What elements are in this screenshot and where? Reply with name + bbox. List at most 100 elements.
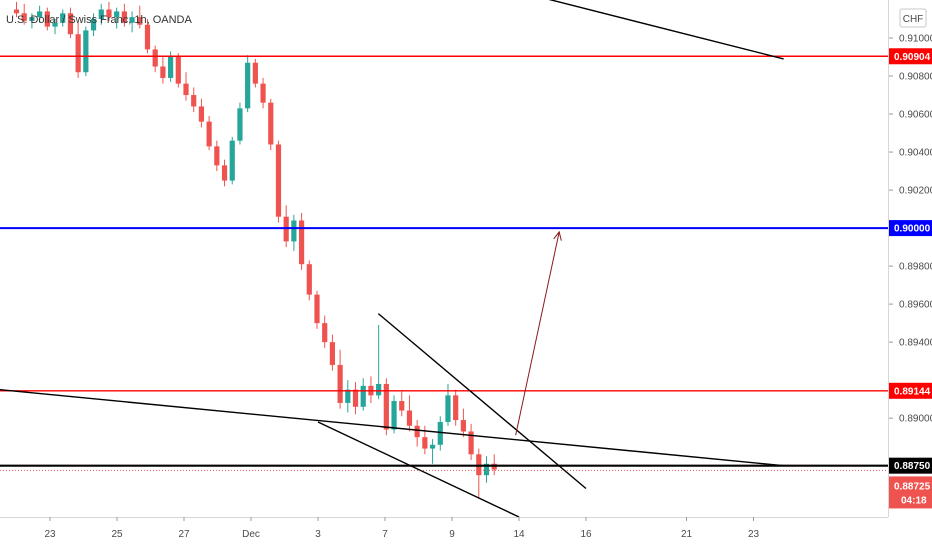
candle (268, 98, 274, 151)
trend-line-long-trend-bottom (0, 388, 784, 467)
price-badge-bg (889, 457, 932, 474)
candle-body (191, 95, 197, 107)
candle-body (198, 106, 205, 122)
price-tick-label: 0.91000 (899, 34, 932, 45)
candle-body (306, 264, 312, 295)
candle-body (445, 395, 451, 422)
price-tick-label: 0.89400 (899, 338, 932, 349)
candle-body (52, 22, 58, 27)
candle (298, 212, 305, 270)
candle-body (483, 463, 490, 476)
currency-button[interactable]: CHF (899, 8, 927, 28)
candle (391, 395, 397, 434)
candle (121, 3, 127, 27)
candle-body (329, 342, 336, 365)
candle (175, 53, 181, 88)
price-badge-text: 0.89144 (894, 386, 931, 397)
drawings-layer (0, 0, 888, 518)
price-badge-bg (889, 48, 932, 65)
candle-body (37, 11, 43, 18)
price-tick-label: 0.89000 (899, 414, 932, 425)
candle (237, 102, 243, 145)
time-axis[interactable]: 23 25 27 Dec 3 7 9 14 16 21 23 (44, 517, 759, 540)
candle-body (360, 385, 366, 407)
candle (306, 260, 312, 301)
candle (352, 382, 359, 415)
candle-body (437, 421, 443, 445)
candle-body (144, 24, 151, 50)
candle (152, 45, 158, 73)
time-tick-label: 16 (580, 529, 592, 540)
candle-body (453, 395, 459, 421)
time-tick-label: 21 (681, 529, 693, 540)
candle-body (291, 220, 297, 242)
candle-body (60, 13, 66, 23)
candle (483, 456, 490, 483)
candle-body (314, 294, 320, 324)
candle-body (67, 13, 74, 35)
price-badge-current: 0.88725 04:18 (889, 476, 932, 509)
candle (29, 13, 35, 29)
trend-line-long-trend-top (548, 0, 784, 60)
projection-arrow-shaft (515, 231, 560, 436)
price-tick-label: 0.90200 (899, 186, 932, 197)
candle-body (376, 383, 382, 396)
candle (329, 334, 336, 371)
candle (360, 378, 366, 411)
price-axis[interactable]: 0.91000 0.90800 0.90600 0.90400 0.90200 0.898… (889, 34, 932, 425)
candle (21, 3, 27, 25)
candle (383, 378, 389, 436)
candle-body (121, 11, 127, 23)
candle-body (44, 11, 50, 27)
candle (198, 98, 205, 128)
candle (214, 140, 220, 172)
time-tick-label: 25 (111, 529, 123, 540)
candle (245, 55, 251, 113)
candle (114, 7, 120, 29)
candle (314, 290, 320, 329)
candle-body (106, 9, 112, 18)
candle (60, 9, 66, 27)
candle (291, 214, 297, 251)
price-badge-bg (889, 220, 932, 237)
candle-body (90, 19, 97, 31)
candle-body (114, 11, 120, 18)
price-badge-text: 0.88750 (894, 461, 931, 472)
candle (160, 57, 166, 84)
time-tick-label: 23 (44, 529, 56, 540)
candle-body (21, 13, 27, 21)
time-tick-label: 14 (513, 529, 525, 540)
candle (106, 1, 112, 21)
candle (376, 325, 382, 400)
candle-body (429, 444, 436, 449)
candle (437, 416, 443, 451)
candle-body (391, 401, 397, 430)
price-badge-text: 0.90000 (894, 224, 931, 235)
candle-body (206, 121, 212, 147)
candle (206, 115, 212, 151)
candle-body (13, 9, 20, 14)
candle (75, 22, 81, 78)
candle-body (414, 425, 420, 438)
candle-body (352, 389, 359, 407)
candle (129, 11, 135, 33)
time-tick-label: 3 (315, 529, 321, 540)
price-badge-support: 0.88750 (889, 457, 932, 474)
candle-body (337, 364, 343, 403)
candle-body (468, 431, 474, 455)
candle (144, 19, 151, 54)
price-badge-breakout: 0.89144 (889, 382, 932, 399)
candle (406, 395, 413, 432)
candle-body (229, 140, 235, 181)
price-tick-label: 0.90400 (899, 148, 932, 159)
candle (460, 408, 466, 438)
candle-body (460, 420, 466, 432)
currency-button-label: CHF (903, 14, 924, 25)
price-tick-label: 0.89600 (899, 300, 932, 311)
candle (453, 389, 459, 426)
candle (468, 423, 474, 460)
candle (44, 7, 50, 31)
candle (67, 7, 74, 39)
candle (13, 1, 20, 18)
